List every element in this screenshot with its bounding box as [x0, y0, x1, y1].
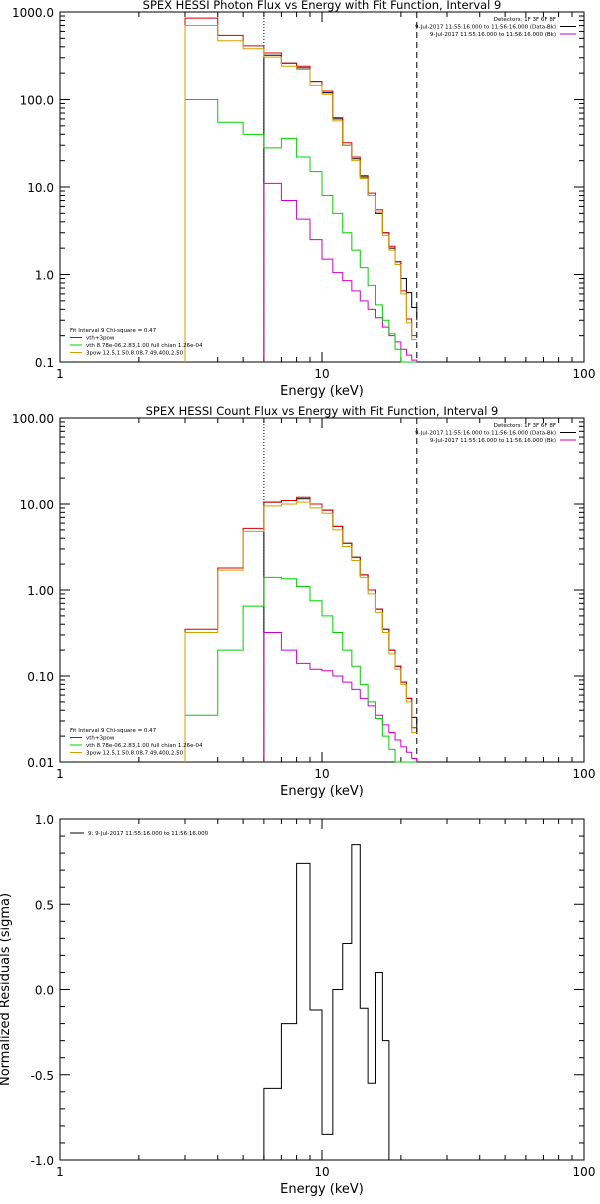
y-tick-label: 0.1 [35, 356, 54, 370]
legend-title: Fit Interval 9 Chi-square = 0.47 [70, 328, 157, 334]
x-axis-label: Energy (keV) [280, 784, 364, 799]
chart-title: SPEX HESSI Photon Flux vs Energy with Fi… [143, 0, 502, 12]
y-tick-label: 0.10 [27, 670, 54, 684]
y-tick-label: 1.0 [35, 813, 54, 827]
y-tick-label: 1.0 [35, 269, 54, 283]
legend-label: vth+3pow [86, 736, 115, 742]
chart-2: SPEX HESSI Count Flux vs Energy with Fit… [12, 404, 595, 799]
x-tick-label: 10 [314, 1165, 329, 1179]
legend-label: 3pow 12.5,1.50,8.08,7.49,400,2.50 [86, 751, 184, 757]
legend-label: 3pow 12.5,1.50,8.08,7.49,400,2.50 [86, 351, 184, 357]
x-tick-label: 100 [573, 367, 596, 381]
header-line: Detectors: 1F 3F 6F 8F [494, 423, 556, 429]
y-tick-label: 0.5 [35, 898, 54, 912]
legend-title: Fit Interval 9 Chi-square = 0.47 [70, 728, 157, 734]
series-vth [184, 99, 417, 363]
legend-label: vth 8.78e-06,2.83,1.00 full chian 1.26e-… [86, 343, 203, 349]
y-tick-label: 100.0 [20, 94, 54, 108]
header-line: 9-Jul-2017 11:55:16.000 to 11:56:16.000 … [415, 431, 556, 437]
chart-title: SPEX HESSI Count Flux vs Energy with Fit… [146, 404, 499, 418]
x-tick-label: 1 [56, 767, 64, 781]
y-tick-label: -1.0 [31, 1154, 54, 1168]
header-line: 9-Jul-2017 11:55:16.000 to 11:56:16.000 … [415, 25, 556, 31]
legend-label: vth 8.78e-06,2.83,1.00 full chian 1.26e-… [86, 743, 203, 749]
chart-1: SPEX HESSI Photon Flux vs Energy with Fi… [12, 0, 595, 399]
plot-frame [59, 417, 585, 763]
x-tick-label: 1 [56, 367, 64, 381]
y-tick-label: -0.5 [31, 1069, 54, 1083]
x-tick-label: 100 [573, 767, 596, 781]
y-tick-label: 1000.0 [12, 6, 54, 20]
header-line: 9-Jul-2017 11:55:16.000 to 11:56:16.000 … [430, 32, 556, 38]
series-vth [184, 576, 417, 763]
series-bk [263, 632, 418, 762]
x-tick-label: 1 [56, 1165, 64, 1179]
y-tick-label: 10.0 [27, 181, 54, 195]
series-3pow [184, 501, 417, 762]
x-tick-label: 10 [314, 767, 329, 781]
series-bk [263, 182, 418, 362]
y-tick-label: 0.01 [27, 756, 54, 770]
header-line: 9-Jul-2017 11:55:16.000 to 11:56:16.000 … [430, 438, 556, 444]
series-data-bk [263, 498, 418, 762]
header-line: Detectors: 1F 3F 6F 8F [494, 17, 556, 23]
y-tick-label: 1.00 [27, 584, 54, 598]
y-axis-label: Normalized Residuals (sigma) [0, 893, 13, 1086]
legend-label: 9: 9-Jul-2017 11:55:16.000 to 11:56:16.0… [88, 831, 209, 837]
series-9-9-jul-2017-11-55-16-000-to-11-56-16-000 [263, 844, 417, 1161]
x-tick-label: 100 [573, 1165, 596, 1179]
x-tick-label: 10 [314, 367, 329, 381]
chart-3: 1 10 100 -1.0 -0.5 0.0 0.5 1.0 Energy (keV) Norma… [0, 813, 595, 1197]
legend-label: vth+3pow [86, 336, 115, 342]
series-3pow [184, 25, 417, 362]
x-axis-label: Energy (keV) [280, 384, 364, 399]
series-data-bk [263, 54, 418, 362]
y-tick-label: 10.00 [20, 498, 54, 512]
y-tick-label: 100.00 [12, 412, 54, 426]
y-tick-label: 0.0 [35, 984, 54, 998]
x-axis-label: Energy (keV) [280, 1182, 364, 1197]
